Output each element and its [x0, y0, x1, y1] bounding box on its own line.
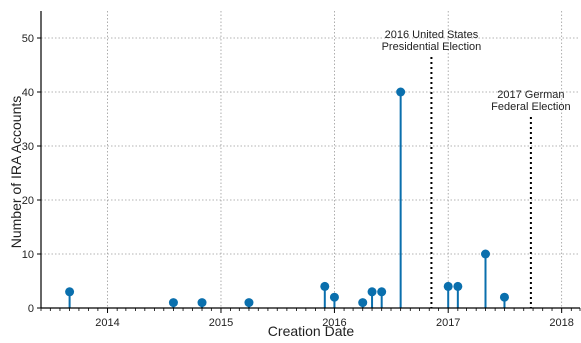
data-point [168, 298, 178, 308]
data-point [320, 281, 330, 291]
x-tick-label: 2015 [209, 317, 233, 329]
data-point [481, 249, 491, 259]
data-point [329, 292, 339, 302]
y-tick-label: 0 [28, 303, 34, 315]
x-tick-label: 2014 [95, 317, 119, 329]
x-tick-label: 2017 [436, 317, 460, 329]
data-point [197, 298, 207, 308]
markers [65, 87, 509, 308]
data-point [367, 287, 377, 297]
x-tick-label: 2016 [322, 317, 346, 329]
election-label-line2: Presidential Election [382, 41, 482, 53]
data-point [396, 87, 406, 97]
data-point [499, 292, 509, 302]
y-tick-label: 20 [22, 195, 34, 207]
grid [41, 11, 580, 308]
y-tick-label: 40 [22, 87, 34, 99]
data-point [377, 287, 387, 297]
data-point [65, 287, 75, 297]
data-point [244, 298, 254, 308]
data-point [443, 281, 453, 291]
x-tick-label: 2018 [549, 317, 573, 329]
election-label-line1: 2016 United States [385, 29, 479, 41]
y-tick-label: 30 [22, 141, 34, 153]
y-tick-label: 50 [22, 33, 34, 45]
ticks: 0 10 20 30 40 50 2014 2015 2016 2017 2018 [22, 33, 581, 329]
y-axis-title: Number of IRA Accounts [8, 96, 24, 249]
election-label-line2: Federal Election [491, 101, 571, 113]
data-point [358, 298, 368, 308]
election-label-line1: 2017 German [497, 89, 564, 101]
y-tick-label: 10 [22, 249, 34, 261]
axes [40, 11, 580, 309]
x-axis-title: Creation Date [268, 323, 355, 339]
data-point [453, 281, 463, 291]
